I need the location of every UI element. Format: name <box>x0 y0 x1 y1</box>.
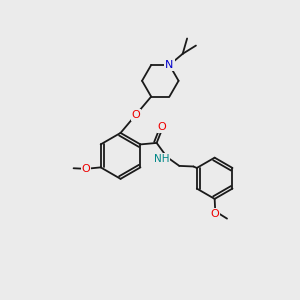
Text: O: O <box>158 122 166 132</box>
Text: N: N <box>165 60 174 70</box>
Text: O: O <box>211 208 220 219</box>
Text: O: O <box>131 110 140 120</box>
Text: NH: NH <box>154 154 170 164</box>
Text: O: O <box>82 164 90 174</box>
